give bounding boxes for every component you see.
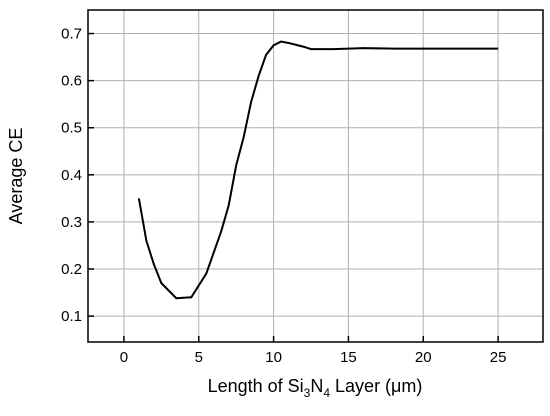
x-label-sub: 4 [323, 386, 330, 400]
x-label-part: Length of Si [208, 376, 304, 396]
y-tick-label: 0.6 [61, 73, 82, 90]
x-tick-label: 0 [120, 349, 128, 366]
x-tick-label: 15 [340, 349, 357, 366]
x-label-part: Layer (μm) [330, 376, 422, 396]
plot-frame [87, 9, 544, 343]
x-tick-label: 10 [265, 349, 282, 366]
y-tick-label: 0.1 [61, 308, 82, 325]
x-tick-label: 20 [415, 349, 432, 366]
x-label-sub: 3 [304, 386, 311, 400]
x-tick-label: 5 [195, 349, 203, 366]
x-axis-label: Length of Si3N4 Layer (μm) [208, 376, 423, 400]
y-tick-label: 0.5 [61, 120, 82, 137]
x-label-part: N [310, 376, 323, 396]
y-tick-label: 0.7 [61, 26, 82, 43]
data-line [137, 40, 499, 300]
y-tick-label: 0.2 [61, 261, 82, 278]
y-tick-label: 0.4 [61, 167, 82, 184]
y-axis-label: Average CE [6, 128, 26, 225]
y-tick-label: 0.3 [61, 214, 82, 231]
x-tick-label: 25 [490, 349, 507, 366]
